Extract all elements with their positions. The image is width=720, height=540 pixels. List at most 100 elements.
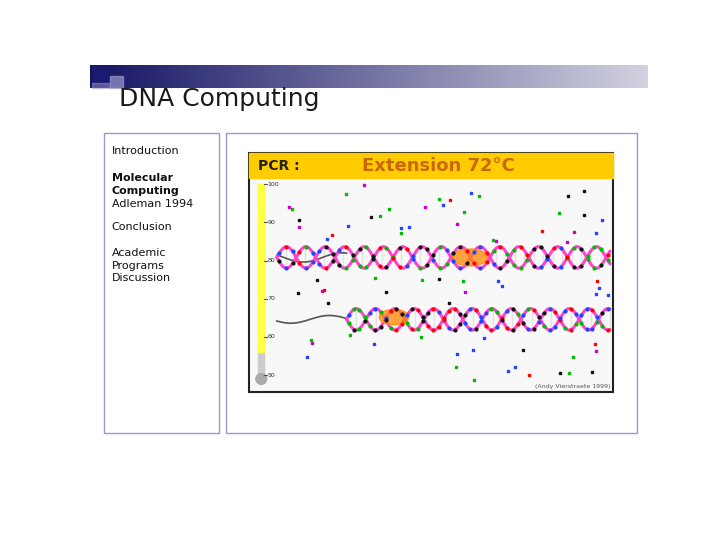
Bar: [586, 65, 587, 88]
Bar: [389, 65, 390, 88]
Bar: [186, 65, 187, 88]
Bar: [110, 76, 122, 88]
Bar: [488, 65, 489, 88]
Bar: [572, 65, 573, 88]
Bar: [558, 65, 559, 88]
Bar: [417, 65, 418, 88]
Bar: [91, 83, 109, 88]
Bar: [518, 65, 519, 88]
Bar: [219, 65, 220, 88]
Bar: [412, 65, 413, 88]
Bar: [275, 65, 276, 88]
Bar: [405, 65, 406, 88]
Bar: [438, 65, 439, 88]
Bar: [302, 65, 303, 88]
Bar: [98, 65, 99, 88]
Bar: [117, 65, 118, 88]
Bar: [224, 65, 225, 88]
Bar: [497, 65, 498, 88]
Bar: [213, 65, 214, 88]
Text: 50: 50: [267, 373, 275, 377]
Bar: [104, 65, 106, 88]
Bar: [336, 65, 337, 88]
Text: 80: 80: [267, 258, 275, 263]
Bar: [168, 65, 169, 88]
Bar: [493, 65, 494, 88]
Bar: [324, 65, 325, 88]
Bar: [547, 65, 548, 88]
Bar: [301, 65, 302, 88]
Bar: [200, 65, 201, 88]
Bar: [413, 65, 414, 88]
Bar: [584, 65, 585, 88]
Bar: [139, 65, 140, 88]
Bar: [448, 65, 449, 88]
Text: Extension 72°C: Extension 72°C: [362, 157, 515, 174]
Bar: [478, 65, 479, 88]
Bar: [226, 65, 228, 88]
Bar: [281, 65, 282, 88]
Bar: [274, 65, 275, 88]
Bar: [428, 65, 429, 88]
Bar: [317, 65, 318, 88]
Bar: [472, 65, 473, 88]
Bar: [165, 65, 166, 88]
Bar: [102, 65, 103, 88]
Bar: [330, 65, 331, 88]
Bar: [215, 65, 216, 88]
Bar: [349, 65, 350, 88]
Bar: [107, 65, 108, 88]
Bar: [262, 65, 263, 88]
Bar: [574, 65, 575, 88]
Bar: [156, 65, 157, 88]
Bar: [384, 65, 385, 88]
Bar: [563, 65, 564, 88]
Circle shape: [256, 374, 266, 384]
Bar: [159, 65, 160, 88]
Bar: [610, 65, 611, 88]
Bar: [310, 65, 311, 88]
Bar: [436, 65, 437, 88]
Bar: [291, 65, 292, 88]
Bar: [529, 65, 530, 88]
Bar: [166, 65, 167, 88]
Bar: [260, 65, 261, 88]
Bar: [370, 65, 371, 88]
Bar: [583, 65, 584, 88]
Bar: [387, 65, 388, 88]
Bar: [567, 65, 568, 88]
Bar: [267, 65, 269, 88]
Bar: [338, 65, 339, 88]
Bar: [590, 65, 591, 88]
Bar: [216, 65, 217, 88]
Bar: [188, 65, 189, 88]
Bar: [427, 65, 428, 88]
Bar: [221, 65, 222, 88]
Bar: [432, 65, 433, 88]
Bar: [147, 65, 148, 88]
Bar: [371, 65, 372, 88]
Bar: [635, 65, 636, 88]
Bar: [425, 65, 426, 88]
Bar: [266, 65, 267, 88]
Bar: [629, 65, 630, 88]
Bar: [544, 65, 545, 88]
Bar: [234, 65, 235, 88]
Bar: [433, 65, 434, 88]
Bar: [613, 65, 614, 88]
Bar: [292, 65, 293, 88]
Bar: [578, 65, 579, 88]
Bar: [579, 65, 580, 88]
Bar: [510, 65, 512, 88]
Bar: [597, 65, 598, 88]
Bar: [100, 65, 101, 88]
Bar: [608, 65, 609, 88]
Bar: [526, 65, 527, 88]
Bar: [534, 65, 535, 88]
Bar: [587, 65, 588, 88]
Bar: [351, 65, 352, 88]
Bar: [251, 65, 252, 88]
Bar: [329, 65, 330, 88]
Bar: [535, 65, 536, 88]
Bar: [273, 65, 274, 88]
